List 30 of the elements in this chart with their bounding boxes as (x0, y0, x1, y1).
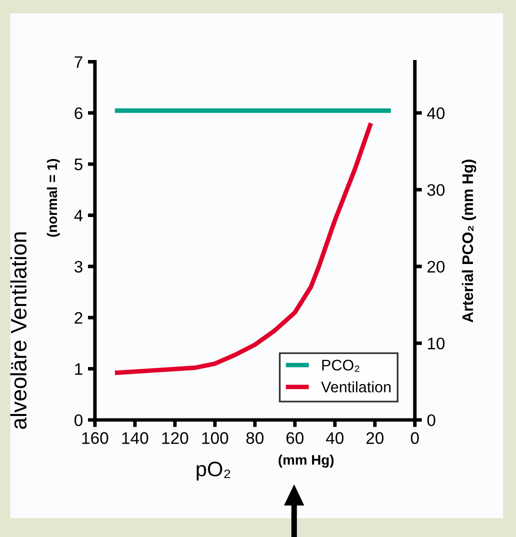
y-tick-label: 0 (74, 414, 82, 426)
x-tick-label: 140 (122, 432, 148, 444)
legend-label: Ventilation (321, 381, 391, 392)
y-tick-label: 4 (74, 210, 83, 222)
y-tick-label: 6 (74, 107, 82, 120)
x-axis-title: pO₂ (196, 462, 230, 481)
legend-label: PCO₂ (322, 360, 360, 372)
text: (mm Hg) (278, 454, 334, 468)
y2-tick-label: 30 (427, 184, 445, 196)
y-axis-title: alveoläre Ventilation (10, 232, 27, 429)
y-tick-label: 1 (75, 363, 82, 375)
x-tick-label: 20 (366, 432, 384, 444)
x-tick-label: 100 (202, 432, 228, 444)
line-series (112, 120, 374, 376)
y-tick-label: 2 (74, 312, 82, 324)
y2-tick-label: 10 (428, 338, 445, 350)
y-tick-label: 5 (74, 158, 82, 170)
x-tick-label: 80 (246, 432, 264, 444)
x-tick-label: 0 (410, 432, 419, 444)
x-tick-label: 60 (286, 432, 304, 444)
y-tick-label: 7 (74, 56, 82, 68)
y2-axis-title: Arterial PCO₂ (mm Hg) (462, 160, 476, 322)
text: (normal = 1) (46, 159, 60, 237)
x-tick-label: 160 (82, 432, 108, 444)
y2-tick-label: 0 (427, 414, 436, 426)
y2-tick-label: 20 (428, 260, 445, 273)
x-tick-label: 40 (326, 432, 344, 444)
y-tick-label: 3 (74, 260, 82, 273)
y2-tick-label: 40 (427, 107, 445, 120)
x-tick-label: 120 (162, 432, 188, 444)
